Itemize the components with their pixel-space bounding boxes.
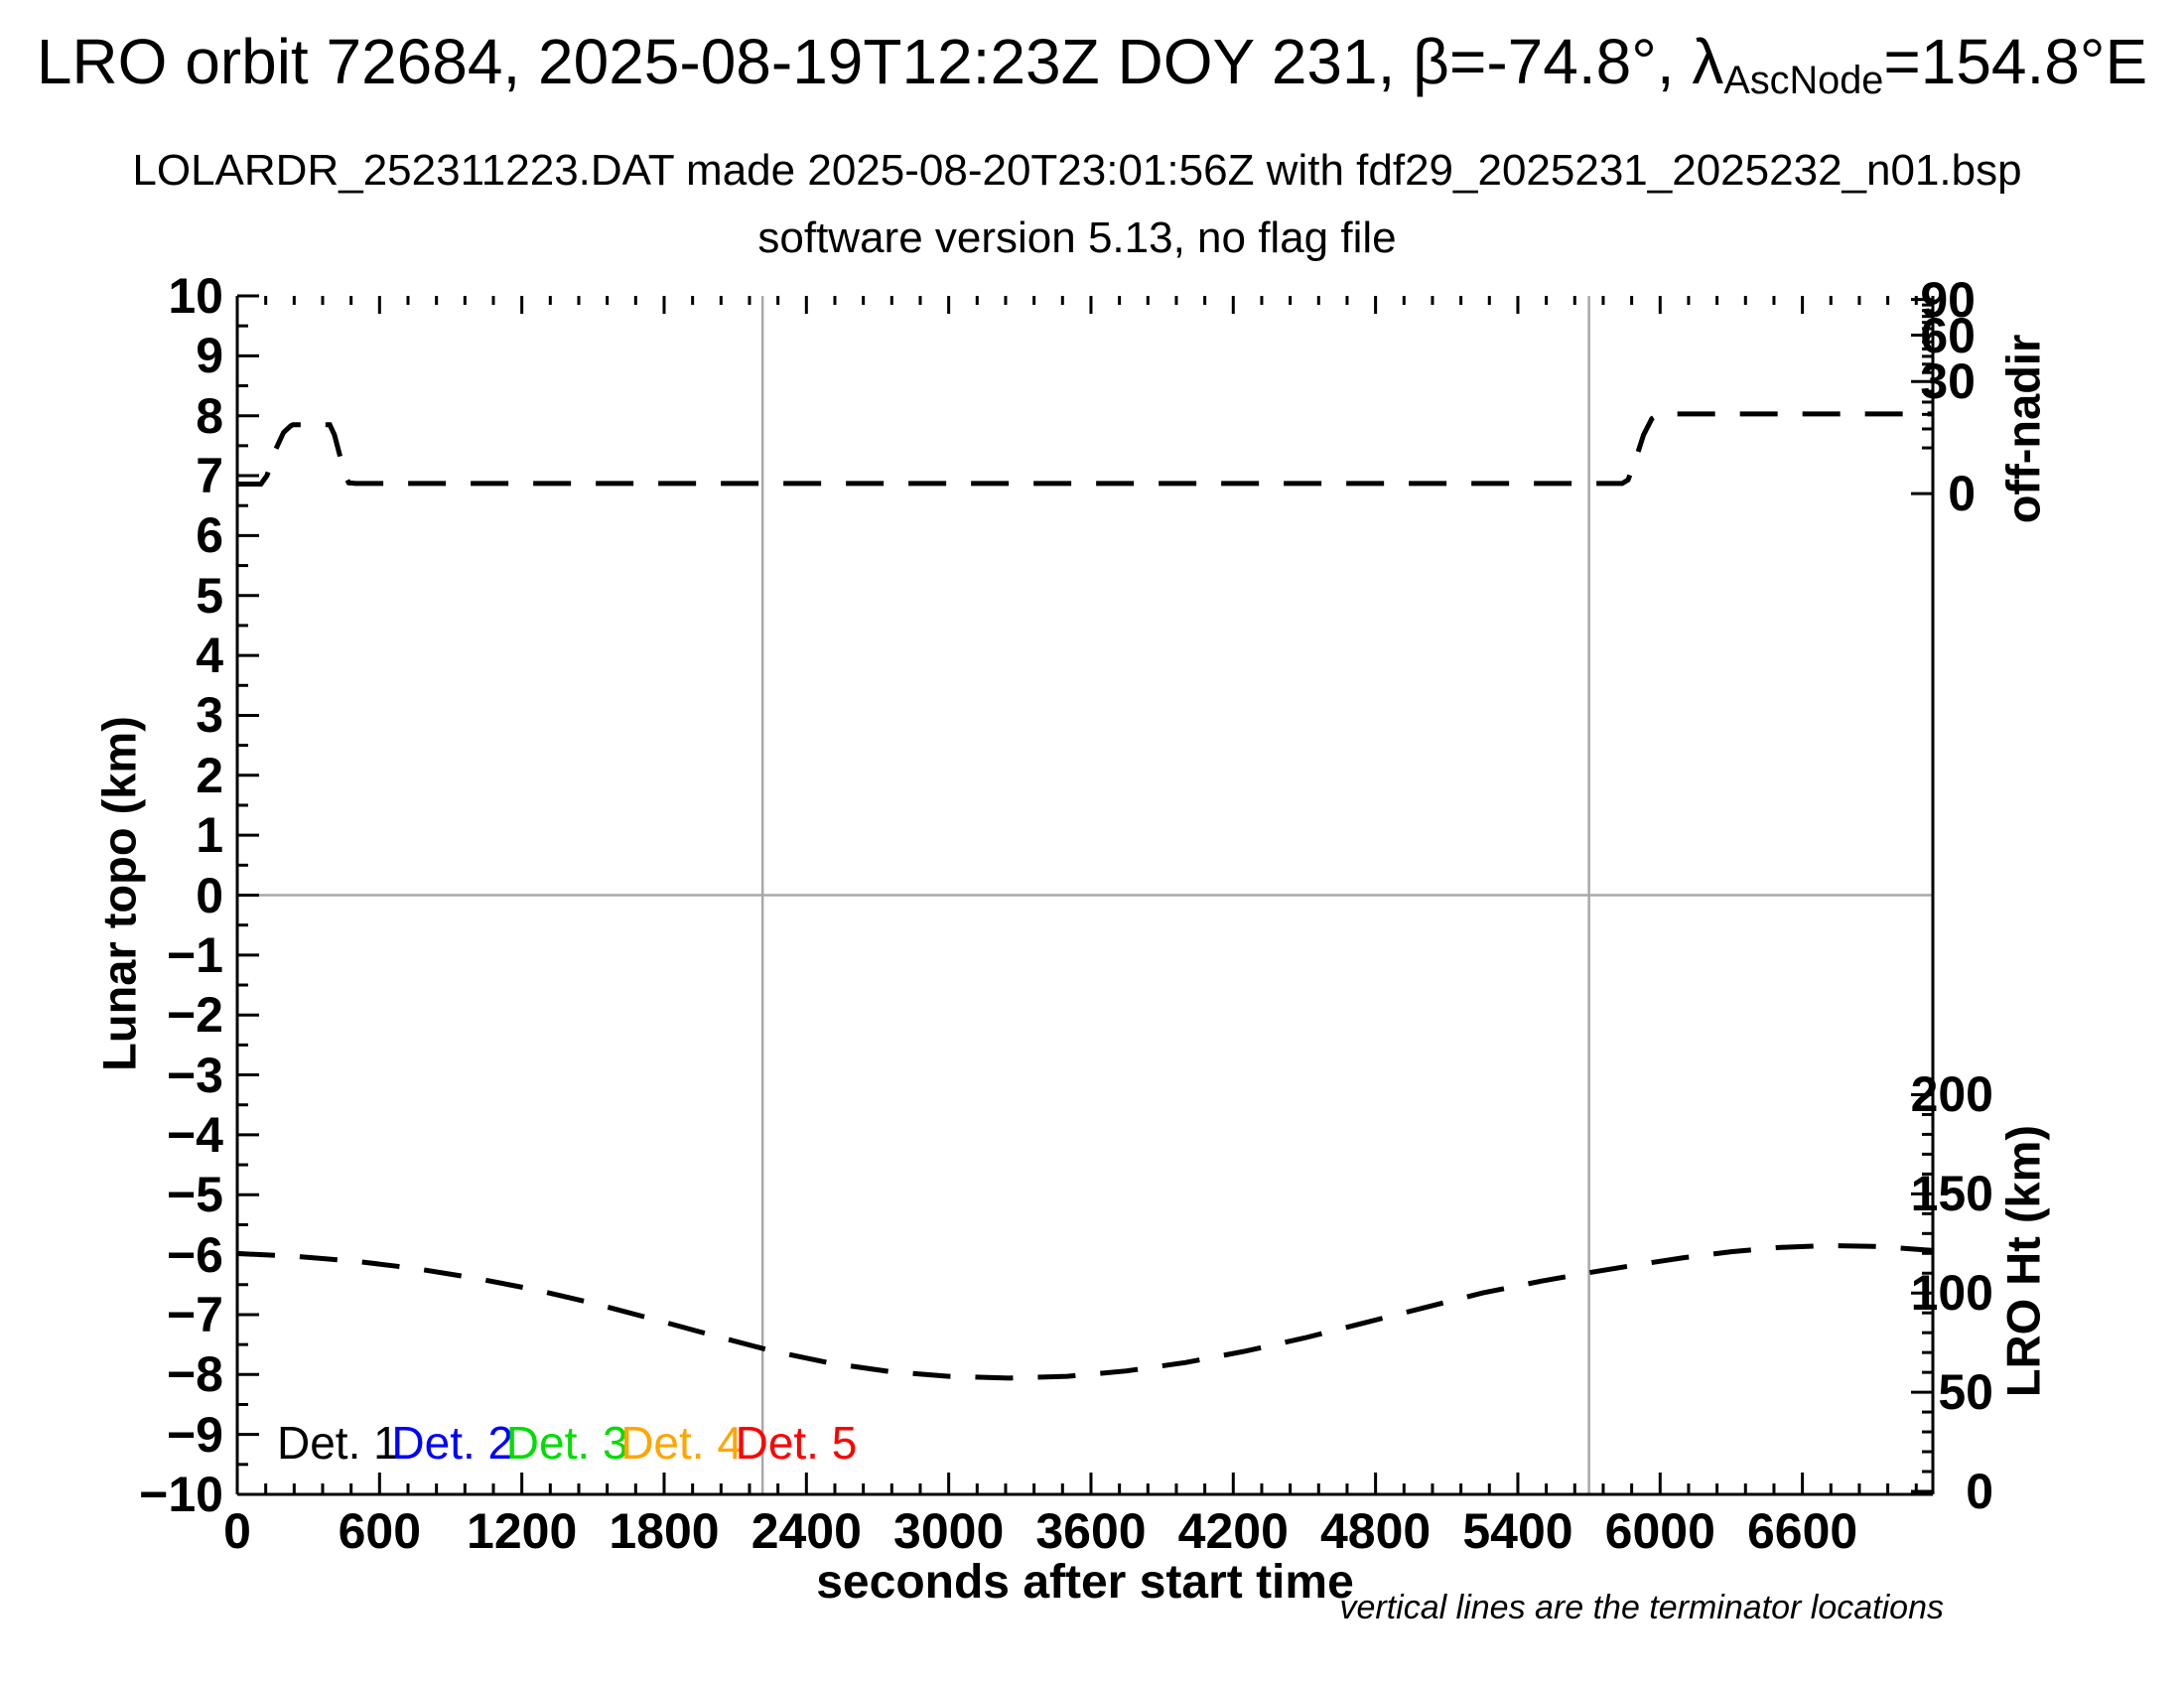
left-tick-label--2: −2 [166, 987, 223, 1044]
x-tick-label-3600: 3600 [1035, 1503, 1147, 1559]
offnadir-tick-label-0: 0 [1948, 466, 1976, 522]
ht-tick-label-150: 150 [1910, 1166, 1993, 1222]
left-tick-label-8: 8 [196, 387, 223, 444]
left-tick-label-5: 5 [196, 567, 223, 624]
ht-tick-label-0: 0 [1966, 1463, 1993, 1519]
x-tick-label-4200: 4200 [1177, 1503, 1289, 1559]
left-tick-label--1: −1 [166, 926, 223, 983]
legend-item-det-5: Det. 5 [735, 1417, 858, 1469]
left-tick-label--8: −8 [166, 1346, 223, 1403]
x-tick-label-600: 600 [338, 1503, 422, 1559]
title-lambda-subscript: AscNode [1723, 58, 1884, 102]
x-tick-label-1800: 1800 [609, 1503, 720, 1559]
title-suffix: =154.8°E [1883, 26, 2148, 97]
offnadir-tick-label-30: 30 [1920, 353, 1976, 410]
left-tick-label--3: −3 [166, 1047, 223, 1103]
left-tick-label-3: 3 [196, 687, 223, 744]
left-tick-label-7: 7 [196, 448, 223, 504]
left-tick-label--10: −10 [139, 1467, 223, 1522]
subtitle-data-file: LOLARDR_252311223.DAT made 2025-08-20T23… [132, 146, 2022, 195]
left-tick-label--5: −5 [166, 1167, 223, 1223]
subtitle-software-version: software version 5.13, no flag file [757, 213, 1397, 262]
title-main: LRO orbit 72684, 2025-08-19T12:23Z DOY 2… [36, 26, 1724, 97]
right-axis-title-off-nadir: off-nadir [1996, 334, 2050, 524]
plot-area [235, 294, 1935, 1496]
x-tick-label-2400: 2400 [751, 1503, 862, 1559]
left-tick-label-4: 4 [196, 628, 223, 684]
left-tick-label-1: 1 [196, 807, 223, 864]
offnadir-tick-label-90: 90 [1920, 271, 1976, 328]
legend-item-det-1: Det. 1 [277, 1417, 399, 1469]
ht-tick-label-50: 50 [1938, 1364, 1993, 1421]
x-tick-label-5400: 5400 [1462, 1503, 1573, 1559]
left-tick-label--9: −9 [166, 1406, 223, 1463]
x-tick-label-6000: 6000 [1604, 1503, 1715, 1559]
left-tick-label--6: −6 [166, 1226, 223, 1283]
left-tick-label-2: 2 [196, 747, 223, 803]
right-axis-title-lro-ht: LRO Ht (km) [1996, 1124, 2050, 1398]
x-tick-label-6600: 6600 [1746, 1503, 1858, 1559]
page-title: LRO orbit 72684, 2025-08-19T12:23Z DOY 2… [0, 26, 2184, 116]
x-tick-label-4800: 4800 [1320, 1503, 1432, 1559]
x-tick-label-1200: 1200 [467, 1503, 578, 1559]
terminator-footnote: vertical lines are the terminator locati… [1339, 1589, 1945, 1626]
ht-tick-label-200: 200 [1910, 1066, 1993, 1123]
x-tick-label-3000: 3000 [893, 1503, 1005, 1559]
legend-item-det-2: Det. 2 [391, 1417, 514, 1469]
legend-item-det-4: Det. 4 [620, 1417, 743, 1469]
left-tick-label-0: 0 [196, 867, 223, 923]
curve-LRO-height [236, 1242, 1934, 1381]
x-axis-title: seconds after start time [816, 1556, 1354, 1609]
ht-tick-label-100: 100 [1910, 1265, 1993, 1322]
left-tick-label-6: 6 [196, 507, 223, 564]
curve-off-nadir-angle [237, 411, 1933, 487]
x-tick-label-0: 0 [223, 1503, 251, 1559]
left-tick-label--7: −7 [166, 1286, 223, 1342]
left-tick-label-9: 9 [196, 328, 223, 384]
legend-item-det-3: Det. 3 [505, 1417, 628, 1469]
left-tick-label--4: −4 [166, 1106, 223, 1163]
left-tick-label-10: 10 [168, 268, 223, 324]
offnadir-tick-label-60: 60 [1920, 307, 1976, 363]
